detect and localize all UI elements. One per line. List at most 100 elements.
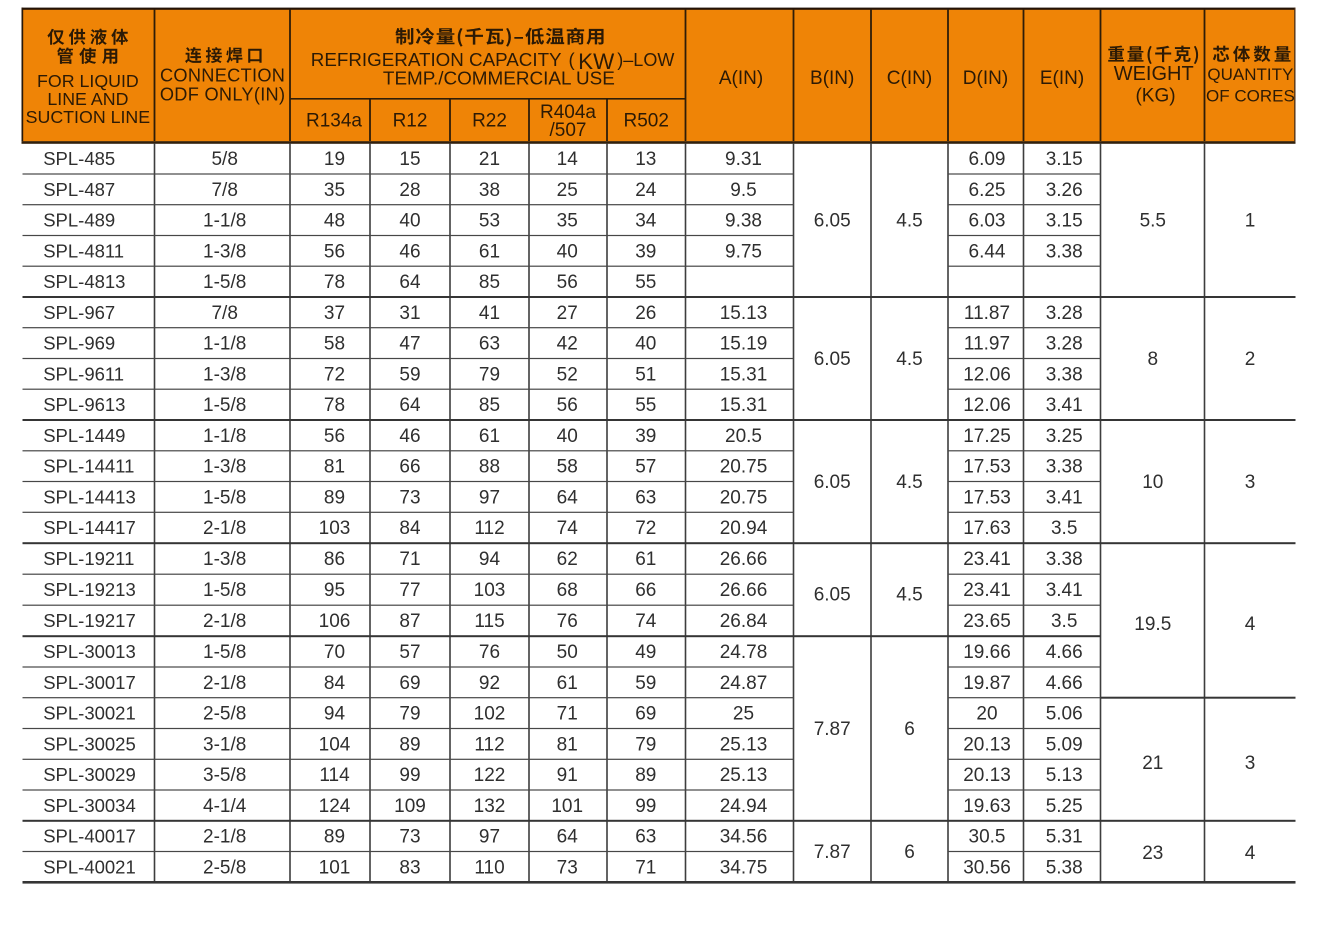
svg-text:3: 3: [1245, 472, 1256, 493]
svg-text:1-1/8: 1-1/8: [203, 334, 246, 355]
svg-text:LINE AND: LINE AND: [47, 89, 128, 109]
svg-text:SPL-30013: SPL-30013: [43, 641, 136, 662]
svg-text:SPL-4811: SPL-4811: [43, 240, 124, 261]
svg-text:15.19: 15.19: [720, 334, 768, 355]
svg-text:SPL-14411: SPL-14411: [43, 456, 134, 477]
svg-text:23.65: 23.65: [963, 611, 1011, 632]
svg-text:83: 83: [399, 857, 420, 878]
svg-text:5.09: 5.09: [1046, 734, 1083, 755]
svg-text:46: 46: [399, 241, 420, 262]
svg-text:87: 87: [399, 611, 420, 632]
svg-text:6.03: 6.03: [969, 211, 1006, 232]
svg-text:37: 37: [324, 303, 345, 324]
svg-text:SPL-30025: SPL-30025: [43, 733, 136, 754]
svg-text:27: 27: [557, 303, 578, 324]
svg-text:46: 46: [399, 426, 420, 447]
svg-text:SPL-489: SPL-489: [43, 210, 115, 231]
svg-text:23.41: 23.41: [963, 549, 1011, 570]
svg-text:109: 109: [394, 796, 426, 817]
svg-text:97: 97: [479, 487, 500, 508]
svg-text:3: 3: [1245, 753, 1256, 774]
svg-text:85: 85: [479, 272, 500, 293]
svg-text:17.25: 17.25: [963, 426, 1011, 447]
svg-text:3.26: 3.26: [1046, 180, 1083, 201]
svg-text:26: 26: [635, 303, 656, 324]
svg-text:20.94: 20.94: [720, 518, 768, 539]
svg-text:3.15: 3.15: [1046, 149, 1083, 170]
svg-text:4.66: 4.66: [1046, 642, 1083, 663]
svg-text:71: 71: [557, 704, 578, 725]
svg-text:53: 53: [479, 211, 500, 232]
svg-text:15.13: 15.13: [720, 303, 768, 324]
svg-text:3.28: 3.28: [1046, 303, 1083, 324]
svg-text:9.38: 9.38: [725, 211, 762, 232]
svg-text:1-3/8: 1-3/8: [203, 241, 246, 262]
svg-text:77: 77: [399, 580, 420, 601]
svg-text:76: 76: [479, 642, 500, 663]
svg-text:21: 21: [1142, 753, 1163, 774]
svg-text:39: 39: [635, 426, 656, 447]
svg-text:112: 112: [474, 518, 504, 539]
svg-text:REFRIGERATION CAPACITY: REFRIGERATION CAPACITY: [311, 49, 562, 70]
svg-text:26.66: 26.66: [720, 549, 768, 570]
svg-text:SPL-30017: SPL-30017: [43, 672, 136, 693]
svg-text:40: 40: [557, 241, 578, 262]
svg-text:SPL-40021: SPL-40021: [43, 856, 136, 877]
svg-text:4.5: 4.5: [896, 584, 922, 605]
svg-text:11.97: 11.97: [964, 334, 1010, 355]
svg-text:72: 72: [635, 518, 656, 539]
svg-text:13: 13: [635, 149, 656, 170]
svg-text:17.63: 17.63: [963, 518, 1011, 539]
svg-text:51: 51: [635, 364, 656, 385]
svg-text:SPL-14413: SPL-14413: [43, 486, 136, 507]
svg-text:85: 85: [479, 395, 500, 416]
svg-text:15.31: 15.31: [720, 395, 768, 416]
svg-text:KW: KW: [578, 49, 615, 74]
svg-text:47: 47: [399, 334, 420, 355]
svg-text:40: 40: [399, 211, 420, 232]
svg-text:SPL-40017: SPL-40017: [43, 826, 136, 847]
svg-text:99: 99: [399, 765, 420, 786]
svg-text:6: 6: [904, 719, 915, 740]
svg-text:25.13: 25.13: [720, 765, 768, 786]
svg-text:17.53: 17.53: [963, 457, 1011, 478]
svg-text:124: 124: [319, 796, 351, 817]
svg-text:81: 81: [557, 734, 578, 755]
svg-text:2-1/8: 2-1/8: [203, 611, 246, 632]
svg-text:3.41: 3.41: [1046, 395, 1083, 416]
svg-text:C(IN): C(IN): [887, 68, 932, 89]
svg-text:76: 76: [557, 611, 578, 632]
svg-text:59: 59: [399, 364, 420, 385]
svg-text:WEIGHT: WEIGHT: [1114, 63, 1194, 85]
svg-text:4.5: 4.5: [896, 472, 922, 493]
svg-text:19.87: 19.87: [963, 673, 1011, 694]
svg-text:52: 52: [557, 364, 578, 385]
svg-text:SPL-19213: SPL-19213: [43, 579, 136, 600]
svg-text:55: 55: [635, 272, 656, 293]
svg-text:89: 89: [635, 765, 656, 786]
svg-text:102: 102: [474, 704, 506, 725]
svg-text:84: 84: [324, 673, 346, 694]
svg-text:74: 74: [557, 518, 579, 539]
svg-text:110: 110: [474, 857, 504, 878]
svg-text:64: 64: [399, 395, 421, 416]
svg-text:(KG): (KG): [1135, 85, 1175, 106]
svg-text:56: 56: [324, 426, 345, 447]
svg-text:69: 69: [635, 704, 656, 725]
svg-text:R502: R502: [623, 110, 668, 131]
svg-text:25: 25: [557, 180, 578, 201]
svg-text:26.66: 26.66: [720, 580, 768, 601]
svg-text:5.38: 5.38: [1046, 857, 1083, 878]
svg-text:9.5: 9.5: [730, 180, 756, 201]
svg-text:19.5: 19.5: [1134, 614, 1171, 635]
svg-text:97: 97: [479, 827, 500, 848]
svg-text:7/8: 7/8: [211, 303, 237, 324]
svg-text:1-3/8: 1-3/8: [203, 549, 246, 570]
svg-text:3.38: 3.38: [1046, 457, 1083, 478]
svg-text:70: 70: [324, 642, 345, 663]
svg-text:104: 104: [319, 734, 351, 755]
svg-text:58: 58: [324, 334, 345, 355]
svg-text:12.06: 12.06: [963, 395, 1011, 416]
svg-text:79: 79: [635, 734, 656, 755]
svg-text:86: 86: [324, 549, 345, 570]
